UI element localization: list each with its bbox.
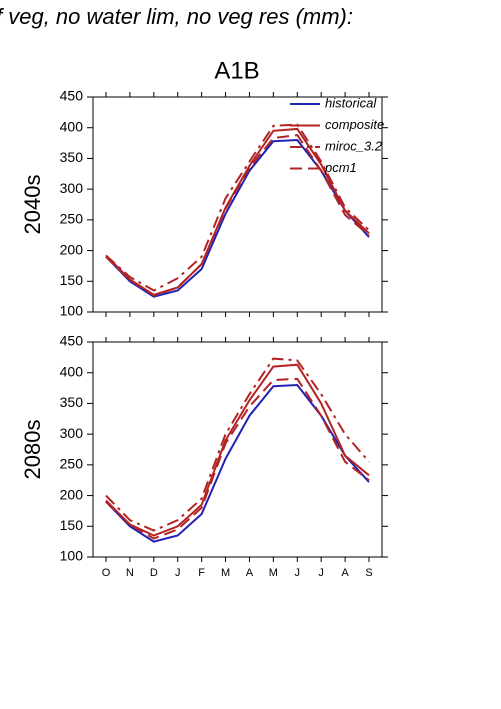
x-tick-label: J [295, 567, 301, 579]
y-tick-label: 450 [60, 333, 84, 349]
series-line [105, 357, 370, 532]
y-tick-label: 400 [60, 363, 84, 379]
y-tick-label: 150 [60, 272, 84, 288]
y-axis-label: 2040s [20, 175, 45, 235]
page-title: f veg, no water lim, no veg res (mm): [0, 4, 353, 29]
y-tick-label: 450 [60, 88, 84, 104]
x-tick-label: S [365, 567, 372, 579]
x-tick-label: N [126, 567, 134, 579]
series-line [105, 138, 370, 298]
y-tick-label: 100 [60, 548, 84, 564]
y-tick-label: 200 [60, 486, 84, 502]
scenario-title: A1B [214, 57, 259, 84]
series-line [105, 134, 370, 297]
x-tick-label: D [150, 567, 158, 579]
y-tick-label: 150 [60, 517, 84, 533]
x-tick-label: A [246, 567, 254, 579]
x-tick-label: M [269, 567, 278, 579]
y-tick-label: 100 [60, 303, 84, 319]
legend-label: historical [325, 95, 377, 110]
y-tick-label: 250 [60, 211, 84, 227]
y-tick-label: 300 [60, 425, 84, 441]
y-tick-label: 300 [60, 180, 84, 196]
series-line [105, 123, 370, 292]
x-tick-label: F [198, 567, 205, 579]
legend-label: miroc_3.2 [325, 138, 383, 153]
y-tick-label: 350 [60, 394, 84, 410]
y-tick-label: 400 [60, 118, 84, 134]
series-line [105, 127, 370, 296]
legend-label: pcm1 [324, 160, 357, 175]
plot-frame [92, 96, 383, 313]
y-tick-label: 350 [60, 149, 84, 165]
x-tick-label: A [341, 567, 349, 579]
x-tick-label: M [221, 567, 230, 579]
x-tick-label: J [175, 567, 181, 579]
series-line [105, 363, 370, 537]
y-tick-label: 200 [60, 241, 84, 257]
legend-label: composite [325, 117, 384, 132]
y-axis-label: 2080s [20, 420, 45, 480]
x-tick-label: J [318, 567, 324, 579]
x-tick-label: O [102, 567, 111, 579]
y-tick-label: 250 [60, 456, 84, 472]
series-line [105, 377, 370, 540]
plot-frame [92, 341, 383, 558]
